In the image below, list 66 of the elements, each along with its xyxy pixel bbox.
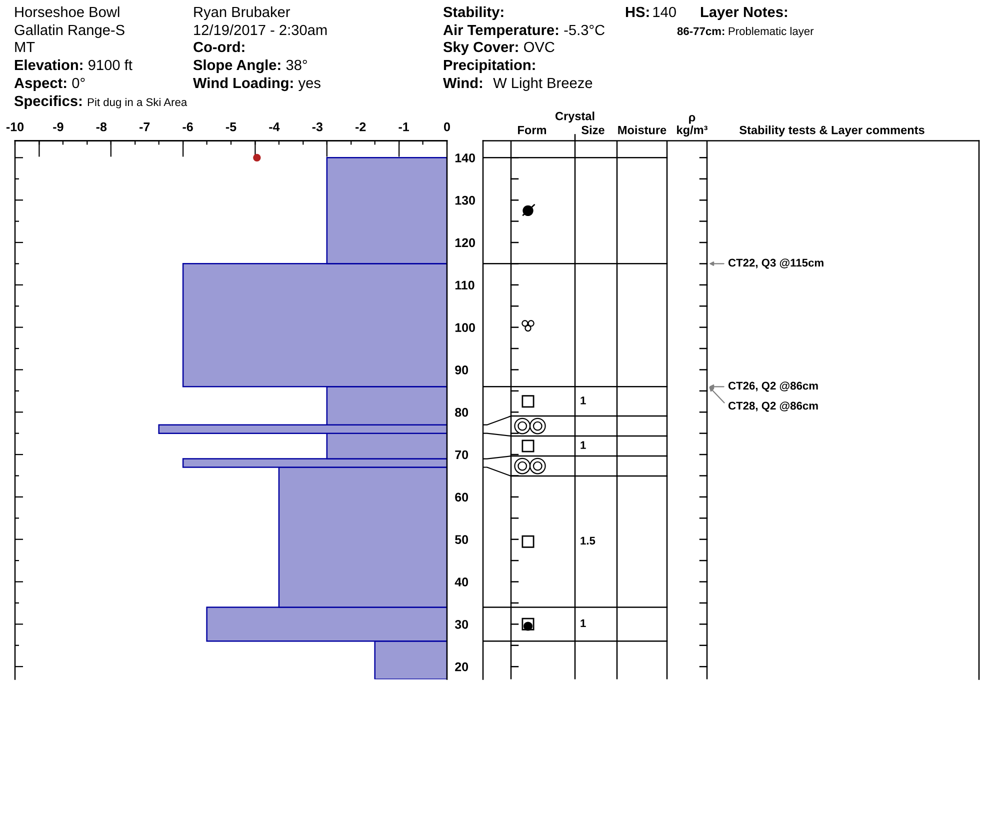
text: OVC	[524, 42, 554, 52]
text: 1	[580, 441, 586, 449]
text: Form	[518, 126, 546, 134]
text: Specifics:	[14, 95, 82, 110]
text: Air Temperature:	[443, 24, 558, 38]
text: CT22, Q3 @115cm	[728, 258, 824, 269]
y-tick-label: 90	[455, 366, 468, 374]
text: Stability:	[443, 6, 504, 20]
y-tick-label: 70	[455, 450, 468, 460]
text: Sky Cover:	[443, 41, 518, 56]
text: 140	[653, 6, 676, 18]
text: Moisture	[618, 126, 666, 134]
x-tick-label: -3	[312, 122, 323, 132]
x-tick-label: -6	[182, 122, 193, 132]
text: ρ kg/m³	[677, 114, 708, 137]
x-tick-label: -1	[398, 122, 410, 132]
text: Slope Angle:	[193, 59, 280, 74]
text: Ryan Brubaker	[194, 6, 290, 20]
text: CT26, Q2 @86cm	[728, 382, 818, 392]
text: Wind Loading:	[193, 77, 293, 92]
text: Co-ord:	[194, 41, 244, 52]
text: 0°	[72, 78, 85, 88]
x-tick-label: -5	[226, 122, 236, 132]
text: HS:	[626, 6, 649, 18]
text: -5.3°C	[564, 24, 605, 36]
text: 1	[580, 396, 586, 404]
text: Wind:	[443, 77, 482, 88]
text: Layer Notes:	[700, 6, 787, 20]
x-tick-label: -8	[96, 122, 107, 132]
x-tick-label: -7	[140, 122, 150, 132]
text: 86-77cm:	[677, 27, 724, 36]
text: 38°	[286, 60, 307, 70]
text: W Light Breeze	[493, 77, 592, 92]
y-tick-label: 80	[455, 408, 468, 417]
text: 1	[580, 619, 586, 628]
y-tick-label: 130	[455, 196, 475, 205]
y-tick-label: 50	[455, 535, 468, 544]
x-tick-label: -10	[6, 122, 24, 132]
y-tick-label: 40	[454, 578, 468, 586]
y-tick-label: 20	[455, 662, 468, 672]
y-tick-label: 30	[454, 620, 468, 629]
x-tick-label: -2	[356, 122, 366, 132]
text: Precipitation:	[444, 59, 535, 74]
text: Stability tests & Layer comments	[740, 126, 924, 137]
y-tick-label: 120	[455, 238, 475, 248]
text: 9100 ft	[88, 59, 132, 70]
text: Horseshoe Bowl	[15, 6, 120, 18]
y-tick-label: 60	[455, 492, 468, 502]
text: CT28, Q2 @86cm	[728, 402, 818, 412]
x-tick-label: -4	[269, 122, 280, 132]
text: Elevation:	[14, 59, 82, 70]
x-tick-label: 0	[444, 122, 450, 132]
text: MT	[15, 42, 35, 52]
text: 1.5	[580, 536, 596, 545]
text: Crystal	[555, 112, 594, 123]
text: Problematic layer	[728, 26, 814, 38]
text: 12/19/2017 - 2:30am	[194, 24, 327, 36]
text: Aspect:	[14, 78, 66, 92]
y-tick-label: 100	[455, 323, 475, 332]
text: Size	[582, 126, 604, 134]
y-tick-label: 110	[455, 280, 474, 290]
text: yes	[298, 80, 320, 92]
x-tick-label: -9	[53, 122, 64, 132]
text: Pit dug in a Ski Area	[88, 98, 188, 108]
y-tick-label: 140	[455, 153, 475, 162]
text: Gallatin Range-S	[14, 24, 124, 38]
